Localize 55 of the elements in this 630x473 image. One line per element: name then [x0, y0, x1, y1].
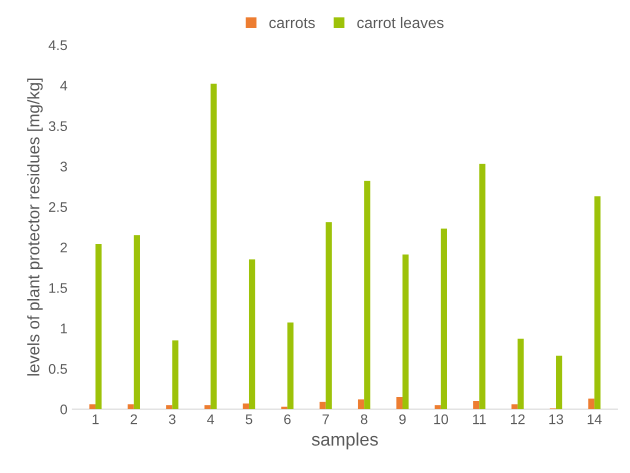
- bar: [172, 340, 178, 410]
- legend-label: carrot leaves: [357, 16, 444, 28]
- y-tick-label: 0.5: [48, 364, 68, 374]
- bar: [281, 406, 288, 410]
- y-tick-label: 4: [60, 80, 68, 90]
- bar: [440, 228, 448, 410]
- x-tick-label: 1: [92, 414, 99, 424]
- x-tick-label: 9: [399, 414, 406, 424]
- bar: [320, 402, 326, 410]
- bar: [556, 356, 562, 410]
- bar: [364, 180, 370, 410]
- bar: [434, 405, 441, 410]
- legend-label: carrots: [269, 18, 315, 28]
- bar: [128, 404, 134, 410]
- x-tick-label: 3: [168, 414, 176, 424]
- bar: [210, 84, 217, 410]
- x-tick-label: 12: [510, 414, 525, 424]
- bar: [326, 222, 332, 410]
- bar: [473, 401, 480, 410]
- x-tick-label: 6: [284, 414, 291, 424]
- bar: [89, 404, 96, 410]
- y-tick-label: 2.5: [48, 202, 68, 212]
- x-tick-label: 14: [588, 414, 602, 424]
- bar: [166, 405, 172, 410]
- y-tick-label: 3.5: [48, 121, 68, 132]
- x-tick-label: 7: [322, 414, 329, 424]
- y-tick-label: 1.5: [49, 283, 68, 293]
- bar: [518, 338, 524, 410]
- bar: [594, 196, 601, 410]
- bar: [402, 254, 409, 410]
- bar: [358, 399, 364, 410]
- bar: [396, 397, 402, 410]
- bar: [588, 398, 594, 410]
- bar: [479, 164, 486, 410]
- y-tick-label: 4.5: [48, 40, 68, 50]
- bar: [242, 403, 249, 410]
- bar: [287, 322, 294, 410]
- x-tick-label: 5: [246, 414, 252, 424]
- x-axis-title: samples: [312, 432, 378, 450]
- x-tick-label: 11: [473, 414, 486, 424]
- x-tick-label: 8: [360, 414, 368, 424]
- x-tick-label: 2: [130, 414, 138, 424]
- bar: [204, 405, 211, 410]
- bar: [248, 259, 256, 410]
- y-tick-label: 3: [60, 162, 67, 172]
- y-axis-title: levels of plant protector residues [mg/kg]: [27, 78, 43, 376]
- x-tick-label: 10: [434, 414, 448, 424]
- x-tick-label: 13: [549, 414, 564, 424]
- y-tick-label: 0: [60, 404, 68, 414]
- bar: [134, 235, 140, 410]
- y-tick-label: 1: [60, 324, 67, 334]
- y-tick-label: 2: [60, 242, 67, 252]
- x-tick-label: 4: [207, 414, 214, 424]
- bar: [511, 404, 518, 410]
- bar: [95, 244, 102, 410]
